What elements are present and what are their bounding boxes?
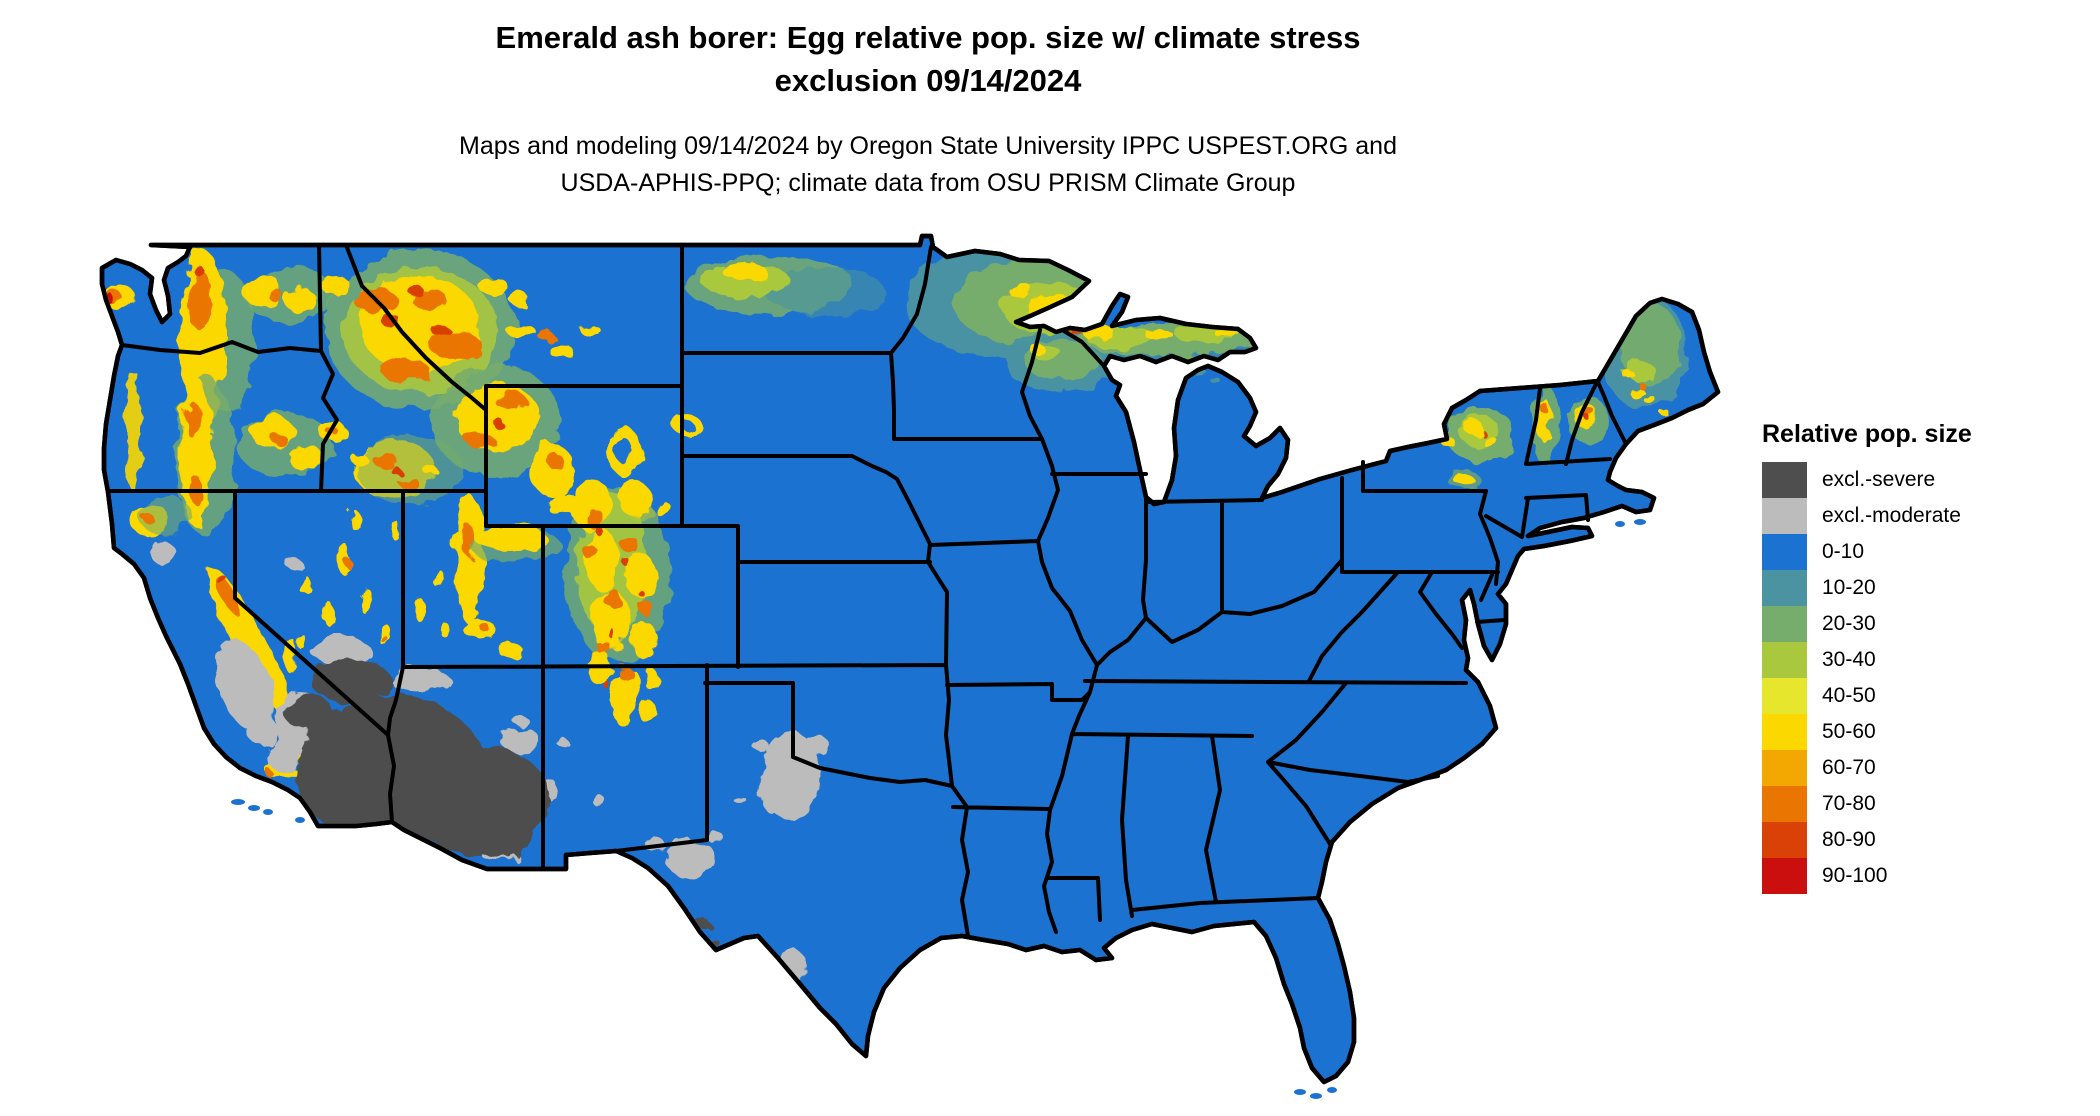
legend-item-label: 20-30 (1822, 612, 1876, 635)
legend-swatch (1762, 822, 1807, 858)
legend-swatch (1762, 498, 1807, 534)
map-subtitle-line-2: USDA-APHIS-PPQ; climate data from OSU PR… (560, 169, 1296, 197)
legend-item: 40-50 (1762, 678, 1972, 714)
legend-item-label: excl.-moderate (1822, 504, 1961, 527)
legend-title: Relative pop. size (1762, 420, 1972, 448)
legend-swatch (1762, 858, 1807, 894)
legend-swatch (1762, 606, 1807, 642)
legend-item-label: 50-60 (1822, 720, 1876, 743)
legend-swatch (1762, 642, 1807, 678)
legend: Relative pop. size excl.-severe excl.-mo… (1762, 420, 1972, 894)
legend-item: 70-80 (1762, 786, 1972, 822)
legend-item: 60-70 (1762, 750, 1972, 786)
legend-swatch (1762, 570, 1807, 606)
legend-item: 10-20 (1762, 570, 1972, 606)
islands (231, 519, 1646, 1099)
state-borders (106, 243, 1628, 938)
legend-item: excl.-moderate (1762, 498, 1972, 534)
legend-item-label: 90-100 (1822, 864, 1888, 887)
legend-item: 50-60 (1762, 714, 1972, 750)
legend-items: excl.-severe excl.-moderate 0-10 10-20 2… (1762, 462, 1972, 894)
map-subtitle-line-1: Maps and modeling 09/14/2024 by Oregon S… (459, 132, 1397, 160)
legend-item-label: excl.-severe (1822, 468, 1936, 491)
map-title-line-2: exclusion 09/14/2024 (774, 63, 1082, 98)
legend-item-label: 60-70 (1822, 756, 1876, 779)
legend-swatch (1762, 714, 1807, 750)
map-title-line-1: Emerald ash borer: Egg relative pop. siz… (495, 20, 1361, 55)
legend-swatch (1762, 750, 1807, 786)
terrain-overlay (102, 247, 1686, 778)
legend-item-label: 0-10 (1822, 540, 1865, 563)
legend-item-label: 40-50 (1822, 684, 1876, 707)
legend-item-label: 10-20 (1822, 576, 1876, 599)
legend-item: 20-30 (1762, 606, 1972, 642)
legend-swatch (1762, 678, 1807, 714)
legend-item: 80-90 (1762, 822, 1972, 858)
legend-item-label: 80-90 (1822, 828, 1876, 851)
legend-item: 0-10 (1762, 534, 1972, 570)
map-subtitle: Maps and modeling 09/14/2024 by Oregon S… (0, 128, 1856, 202)
legend-item: 90-100 (1762, 858, 1972, 894)
legend-swatch (1762, 462, 1807, 498)
legend-swatch (1762, 534, 1807, 570)
legend-item: 30-40 (1762, 642, 1972, 678)
legend-item-label: 70-80 (1822, 792, 1876, 815)
map-header: Emerald ash borer: Egg relative pop. siz… (0, 16, 1856, 202)
legend-swatch (1762, 786, 1807, 822)
legend-item: excl.-severe (1762, 462, 1972, 498)
legend-item-label: 30-40 (1822, 648, 1876, 671)
